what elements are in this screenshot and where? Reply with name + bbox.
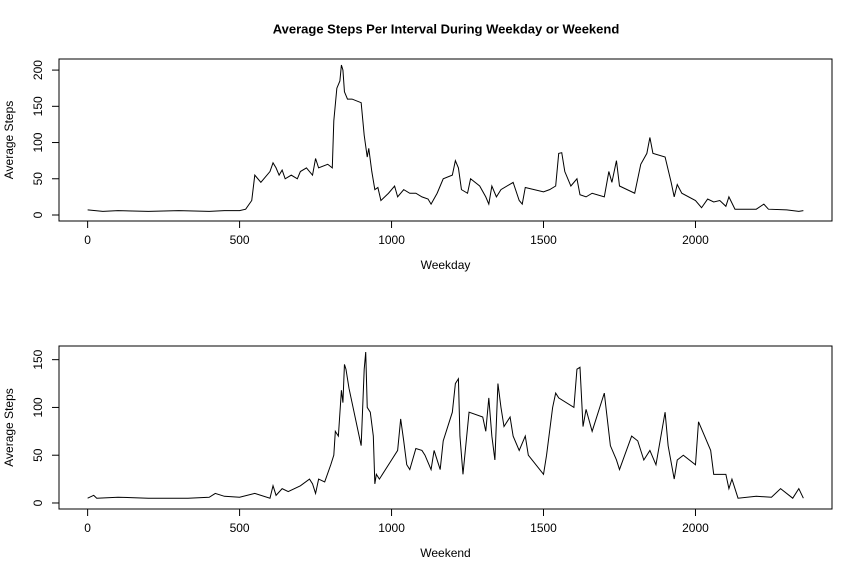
x-tick-label: 0 (84, 233, 91, 247)
y-tick-label: 200 (31, 60, 45, 80)
y-tick-label: 0 (31, 499, 45, 506)
x-axis-label: Weekend (420, 546, 470, 560)
x-tick-label: 1500 (530, 233, 557, 247)
x-tick-label: 2000 (682, 233, 709, 247)
y-tick-label: 0 (31, 211, 45, 218)
y-axis-label: Average Steps (2, 388, 16, 467)
x-tick-label: 500 (230, 233, 250, 247)
x-tick-label: 1500 (530, 521, 557, 535)
x-tick-label: 1000 (378, 521, 405, 535)
y-tick-label: 150 (31, 349, 45, 369)
y-tick-label: 50 (31, 172, 45, 186)
data-line (87, 64, 804, 212)
x-tick-label: 0 (84, 521, 91, 535)
chart-title: Average Steps Per Interval During Weekda… (273, 21, 620, 36)
y-tick-label: 100 (31, 397, 45, 417)
x-tick-label: 2000 (682, 521, 709, 535)
y-tick-label: 150 (31, 96, 45, 116)
y-axis-label: Average Steps (2, 101, 16, 180)
y-tick-label: 100 (31, 132, 45, 152)
x-tick-label: 500 (230, 521, 250, 535)
y-tick-label: 50 (31, 448, 45, 462)
data-line (87, 351, 804, 499)
plot-frame (58, 345, 833, 510)
x-tick-label: 1000 (378, 233, 405, 247)
x-axis-label: Weekday (421, 258, 471, 272)
plot-frame (58, 58, 833, 222)
